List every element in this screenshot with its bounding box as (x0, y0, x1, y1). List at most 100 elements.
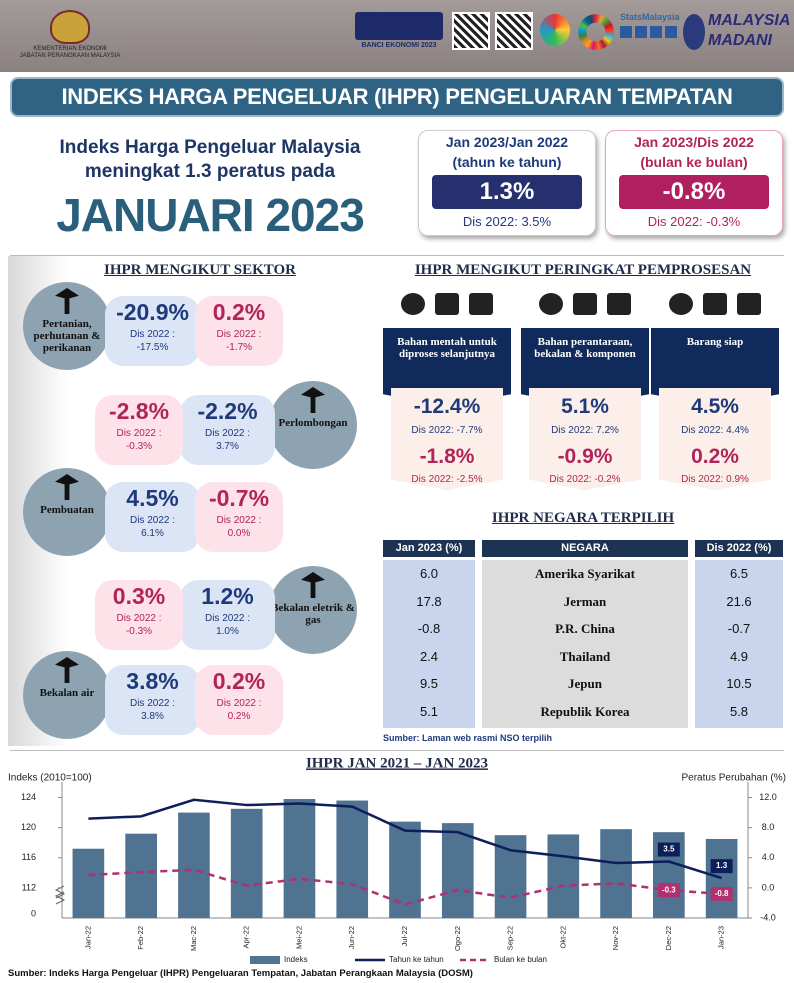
stage-icon (539, 293, 563, 315)
card-period: Jan 2023/Dis 2022 (634, 134, 754, 150)
yoy-pill (105, 296, 200, 366)
country-value: 4.9 (729, 648, 749, 664)
stage-name: Bahan perantaraan, bekalan & komponen (534, 336, 636, 360)
sector-yoy: 3.8% (126, 668, 179, 694)
sector-yoy: -2.2% (197, 398, 258, 424)
yoy-pill (180, 580, 275, 650)
headline: Indeks Harga Pengeluar Malaysia (59, 137, 361, 158)
sector-yoy-prev: 6.1% (141, 528, 164, 539)
stage-name: Bahan mentah untuk diproses selanjutnya (397, 336, 497, 360)
sector-mom-prev: -0.3% (125, 626, 153, 637)
country-value: 5.1 (419, 704, 439, 719)
value-label: -0.8 (715, 889, 729, 898)
sector-mom: 0.3% (112, 583, 166, 609)
bar (178, 812, 210, 918)
stage-mom: -0.9% (557, 445, 613, 468)
y-tick-label: 112 (22, 882, 36, 892)
sector-prev-label: Dis 2022 : (216, 515, 262, 526)
stage-icon (469, 293, 493, 315)
stage-yoy-prev: Dis 2022: -7.7% (411, 425, 483, 436)
ministry: KEMENTERIAN EKONOMI (33, 46, 107, 52)
yoy-pill (180, 395, 275, 465)
sector-yoy: 1.2% (201, 583, 254, 609)
country-value: 5.8 (729, 704, 749, 719)
x-tick-label: Mei-22 (294, 926, 303, 949)
sector-name: Pertanian, perhutanan & perikanan (33, 318, 101, 354)
sector-mom-prev: -1.7% (225, 342, 253, 353)
sector-mom-prev: 0.0% (227, 528, 251, 539)
sector-prev-label: Dis 2022 : (116, 428, 162, 439)
mom-pill (95, 580, 183, 650)
madani: MALAYSIA (708, 12, 791, 29)
country-value: 2.4 (419, 648, 439, 664)
divider (10, 255, 784, 256)
y-axis-title: Indeks (2010=100) (8, 773, 92, 784)
logo (540, 14, 570, 46)
y-break-label: 0 (31, 908, 36, 918)
y2-axis-title: Peratus Perubahan (%) (681, 773, 786, 784)
x-tick-label: Jan-22 (83, 926, 92, 949)
x-tick-label: Mac-22 (189, 926, 198, 951)
country-name: Amerika Syarikat (534, 566, 636, 581)
value-label-bg (710, 886, 733, 901)
stage-yoy: 5.1% (561, 395, 609, 418)
bar (600, 829, 632, 918)
table-source: Sumber: Laman web rasmi NSO terpilih (383, 733, 553, 743)
sector-yoy: 4.5% (126, 485, 179, 511)
stage-icon (573, 293, 597, 315)
stage-icon (607, 293, 631, 315)
stage-yoy: -12.4% (413, 395, 481, 418)
bar (389, 821, 421, 918)
table-header: Dis 2022 (%) (695, 540, 783, 557)
legend-label: Bulan ke bulan (494, 955, 547, 964)
sector-prev-label: Dis 2022 : (204, 428, 251, 439)
country-name: P.R. China (555, 621, 615, 637)
sector-name: Bekalan air (39, 687, 95, 699)
y-tick-label: 116 (22, 852, 36, 862)
x-tick-label: Dec-22 (664, 926, 673, 950)
mom-pill (195, 665, 283, 735)
x-tick-label: Apr-22 (242, 926, 251, 949)
census: BANCI EKONOMI 2023 (361, 42, 437, 49)
sector-mom: 0.2% (212, 668, 266, 694)
sector-yoy-prev: 1.0% (216, 626, 239, 637)
x-tick-label: Okt-22 (558, 926, 567, 949)
madani-logo (683, 14, 705, 50)
madani: MADANI (708, 32, 772, 49)
y2-tick-label: 4.0 (762, 852, 775, 862)
y-tick-label: 124 (21, 792, 36, 802)
line (88, 798, 722, 880)
census-logo (355, 12, 443, 40)
stage-icon (435, 293, 459, 315)
card-prev: Dis 2022: -0.3% (647, 214, 741, 229)
card-period: Jan 2023/Jan 2022 (445, 134, 569, 150)
stage-mom-prev: Dis 2022: -2.5% (411, 474, 483, 485)
y2-tick-label: -4.0 (760, 912, 776, 922)
sector-mom: -2.8% (108, 398, 170, 424)
section-title: IHPR NEGARA TERPILIH (491, 510, 675, 526)
stage-mom-prev: Dis 2022: -0.2% (549, 474, 621, 485)
mom-pill (195, 296, 283, 366)
sector-yoy-prev: 3.8% (141, 711, 164, 722)
sector-yoy-prev: -17.5% (136, 342, 169, 353)
card-sub: (bulan ke bulan) (640, 154, 748, 170)
stage-yoy: 4.5% (691, 395, 739, 418)
sector-yoy: -20.9% (116, 299, 189, 325)
country-value: 9.5 (419, 676, 439, 692)
legend-swatch (250, 956, 280, 964)
country-value: 6.5 (729, 566, 749, 581)
section-title: IHPR MENGIKUT SEKTOR (104, 262, 296, 278)
stage-yoy-prev: Dis 2022: 4.4% (681, 425, 749, 436)
country-value: 17.8 (416, 593, 442, 609)
section-title: IHPR MENGIKUT PERINGKAT PEMPROSESAN (414, 262, 752, 278)
bar (336, 800, 369, 918)
country-name: Jerman (563, 593, 607, 609)
bar (230, 808, 263, 918)
sector-mom: 0.2% (212, 299, 266, 325)
bar (125, 833, 157, 918)
stage-body (529, 388, 641, 490)
x-tick-label: Feb-22 (136, 926, 145, 950)
sector-mom-prev: 0.2% (227, 711, 251, 722)
sdg-logo (578, 14, 614, 50)
